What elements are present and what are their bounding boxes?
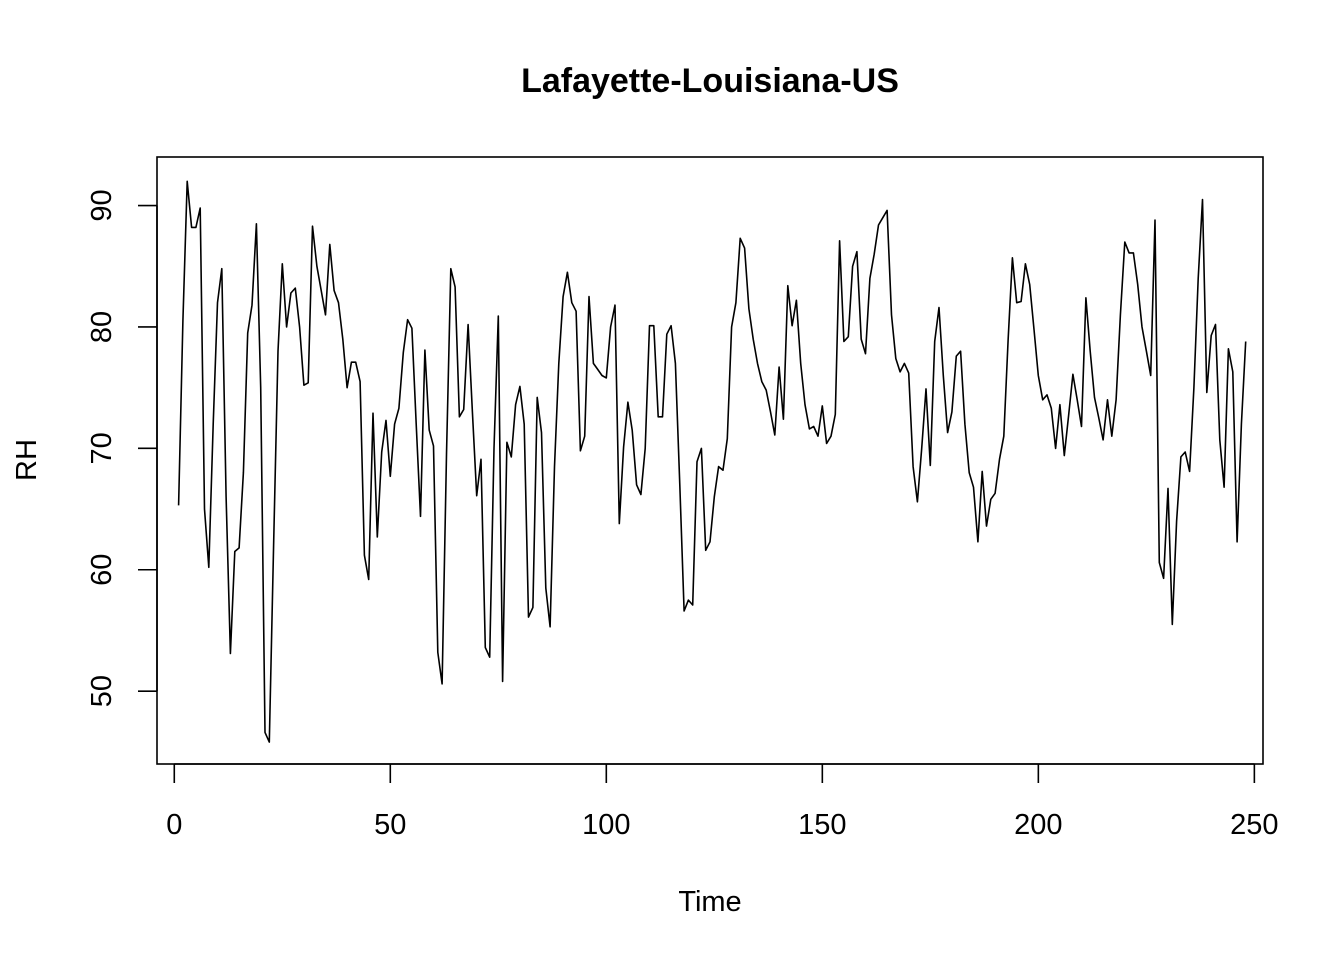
y-tick-label: 90 bbox=[86, 189, 118, 221]
series-line-rh bbox=[177, 180, 1247, 743]
x-tick-label: 100 bbox=[582, 809, 630, 841]
plot-frame bbox=[156, 156, 1264, 765]
x-tick-label: 0 bbox=[166, 809, 182, 841]
x-axis: 0 50 100 150 200 250 bbox=[166, 763, 1279, 841]
chart-title: Lafayette-Louisiana-US bbox=[521, 62, 899, 100]
y-tick-label: 60 bbox=[86, 554, 118, 586]
y-tick-label: 50 bbox=[86, 675, 118, 707]
x-tick-label: 200 bbox=[1014, 809, 1062, 841]
x-tick-label: 50 bbox=[374, 809, 406, 841]
x-tick-label: 250 bbox=[1230, 809, 1278, 841]
x-axis-label: Time bbox=[678, 886, 741, 918]
x-tick-label: 150 bbox=[798, 809, 846, 841]
y-tick-label: 80 bbox=[86, 311, 118, 343]
y-tick-label: 70 bbox=[86, 432, 118, 464]
y-axis: 50 60 70 80 90 bbox=[86, 189, 158, 707]
y-axis-label: RH bbox=[11, 439, 43, 481]
